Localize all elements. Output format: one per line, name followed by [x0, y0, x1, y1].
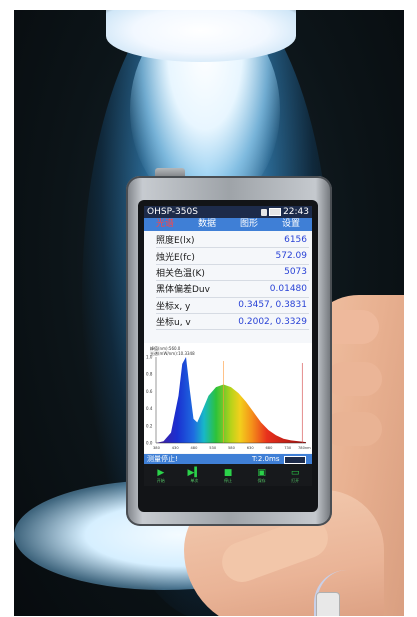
finger — [326, 362, 382, 396]
reading-label: 坐标x, y — [156, 301, 191, 312]
chart-note: 光谱(mW/nm):10.3348 — [150, 350, 195, 356]
stop-icon: ■ — [223, 467, 233, 478]
x-tick-label: 730 — [284, 446, 292, 450]
y-tick-label: 1.0 — [146, 355, 153, 360]
reading-row-illuminance: 照度E(lx) 6156 — [156, 232, 309, 249]
tab-data[interactable]: 数据 — [197, 219, 216, 229]
battery-icon — [269, 208, 282, 216]
softkey-label: 保存 — [257, 477, 266, 483]
reading-value: 0.3457, 0.3831 — [238, 300, 307, 311]
reading-label: 相关色温(K) — [156, 268, 205, 279]
integration-time: T:2.0ms — [252, 455, 280, 463]
x-tick-label: 530 — [209, 446, 217, 450]
start-button[interactable]: ▶ 开始 — [144, 464, 178, 486]
tab-settings[interactable]: 设置 — [281, 219, 300, 229]
reading-label: 烛光E(fc) — [156, 252, 195, 263]
reading-value: 0.01480 — [269, 283, 307, 294]
reading-value: 0.2002, 0.3329 — [238, 316, 307, 327]
y-tick-label: 0.8 — [146, 372, 153, 377]
progress-indicator — [284, 456, 306, 464]
reading-row-uv: 坐标u, v 0.2002, 0.3329 — [156, 314, 309, 331]
softkey-label: 停止 — [223, 477, 232, 483]
save-icon: ▣ — [257, 467, 266, 478]
x-tick-label: 480 — [191, 446, 199, 450]
y-tick-label: 0.6 — [146, 389, 153, 394]
y-tick-label: 0.0 — [146, 441, 153, 446]
wrist-strap — [314, 570, 347, 616]
softkey-bar: ▶ 开始 ▶▍ 单次 ■ 停止 ▣ 保存 ▭ 打开 — [144, 464, 312, 486]
folder-icon: ▭ — [290, 467, 300, 478]
open-button[interactable]: ▭ 打开 — [278, 464, 312, 486]
reading-label: 坐标u, v — [156, 318, 191, 329]
play-icon: ▶ — [157, 467, 165, 478]
measurement-status: 测量停止! — [147, 455, 178, 463]
strap-tag — [316, 592, 340, 616]
tab-graph[interactable]: 图形 — [239, 219, 258, 229]
spectrum-svg: 峰值(nm):560.0 光谱(mW/nm):10.3348 1.0 0.8 0.6… — [146, 345, 311, 450]
reading-row-cct: 相关色温(K) 5073 — [156, 265, 309, 282]
y-tick-label: 0.2 — [146, 423, 153, 428]
tab-bar: 光谱 数据 图形 设置 — [144, 218, 312, 231]
softkey-label: 单次 — [190, 477, 199, 483]
readings-list: 照度E(lx) 6156 烛光E(fc) 572.09 相关色温(K) 5073… — [144, 231, 312, 331]
reading-value: 572.09 — [275, 251, 308, 262]
x-tick-label: 780nm — [298, 446, 311, 450]
reading-row-footcandle: 烛光E(fc) 572.09 — [156, 248, 309, 265]
reading-row-xy: 坐标x, y 0.3457, 0.3831 — [156, 298, 309, 314]
spectrum-chart: 峰值(nm):560.0 光谱(mW/nm):10.3348 1.0 0.8 0.6… — [144, 343, 312, 453]
softkey-label: 打开 — [291, 477, 300, 483]
status-bar: OHSP-350S 22:43 — [144, 206, 312, 218]
chart-note: 峰值(nm):560.0 — [150, 345, 181, 351]
tab-spectrum[interactable]: 光谱 — [155, 219, 174, 229]
spectrum-area — [156, 357, 306, 443]
step-icon: ▶▍ — [187, 467, 202, 478]
clock: 22:43 — [283, 207, 309, 217]
stop-button[interactable]: ■ 停止 — [211, 464, 245, 486]
single-button[interactable]: ▶▍ 单次 — [178, 464, 212, 486]
reading-label: 黑体偏差Duv — [156, 285, 210, 296]
reading-row-duv: 黑体偏差Duv 0.01480 — [156, 281, 309, 298]
reading-value: 5073 — [284, 267, 307, 278]
measurement-status-bar: 测量停止! T:2.0ms — [144, 454, 312, 464]
device-screen: OHSP-350S 22:43 光谱 数据 图形 设置 照度E(lx) 6156… — [144, 206, 312, 486]
softkey-label: 开始 — [156, 477, 165, 483]
reading-value: 6156 — [284, 234, 307, 245]
x-tick-label: 430 — [172, 446, 180, 450]
reading-label: 照度E(lx) — [156, 236, 195, 247]
lamp — [106, 10, 296, 62]
x-tick-label: 380 — [153, 446, 161, 450]
x-tick-label: 630 — [247, 446, 255, 450]
save-button[interactable]: ▣ 保存 — [245, 464, 279, 486]
sd-card-icon — [261, 208, 268, 216]
finger — [324, 412, 382, 446]
y-tick-label: 0.4 — [146, 406, 153, 411]
x-tick-label: 580 — [228, 446, 236, 450]
x-tick-label: 680 — [266, 446, 274, 450]
model-name: OHSP-350S — [147, 207, 198, 217]
